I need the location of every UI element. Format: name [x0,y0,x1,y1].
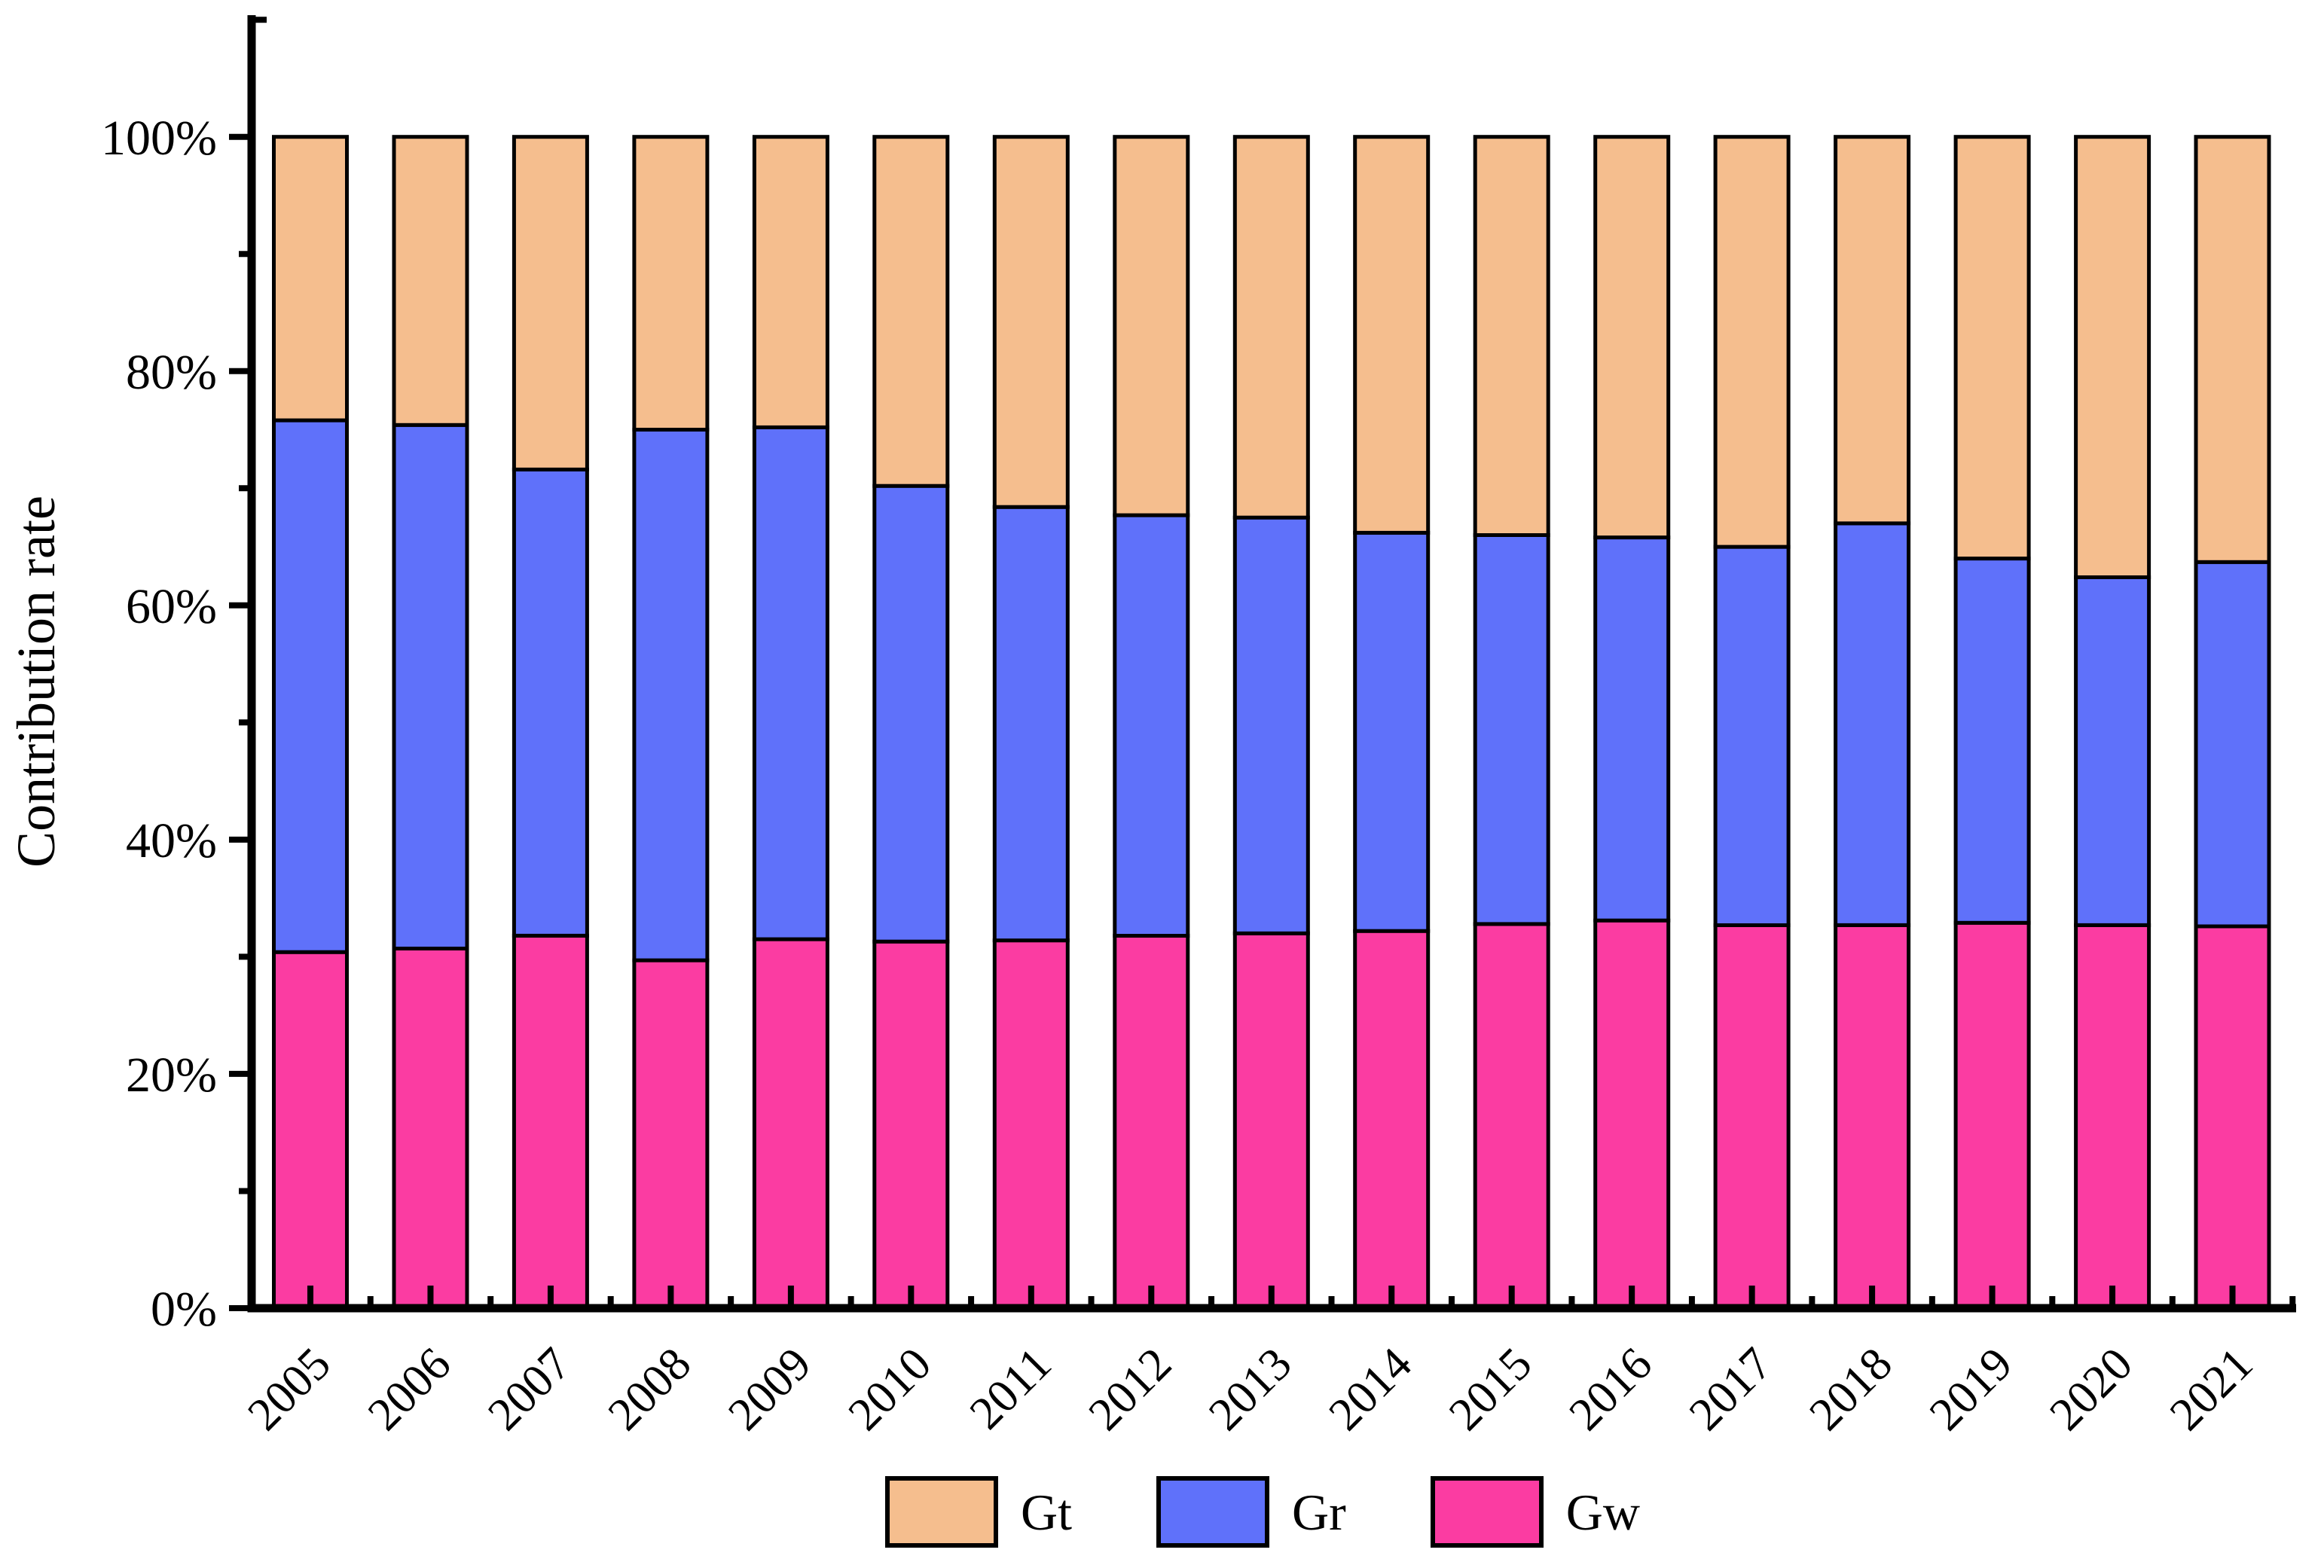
x-axis-tick-label-2020: 2020 [2040,1338,2142,1441]
bar-segment-2007-gw [512,933,589,1310]
bar-segment-2006-gw [392,947,469,1310]
bar-segment-2011-gt [992,135,1070,509]
y-axis-tick-label-100: 100% [101,111,217,166]
bar-segment-2008-gw [632,958,710,1310]
bar-segment-2021-gw [2194,924,2271,1310]
bar-segment-2013-gt [1232,135,1310,520]
bar-segment-2018-gw [1834,923,1911,1310]
x-axis-tick-label-2012: 2012 [1079,1338,1181,1441]
bar-segment-2009-gt [752,135,829,429]
bar-segment-2007-gt [512,135,589,471]
bar-segment-2017-gt [1713,135,1791,549]
y-axis-tick-label-60: 60% [126,579,217,634]
legend-swatch-gw [1430,1476,1544,1548]
x-axis-tick-label-2019: 2019 [1920,1338,2023,1441]
bar-segment-2018-gt [1834,135,1911,526]
y-axis-tick-label-20: 20% [126,1048,217,1103]
bar-segment-2020-gt [2074,135,2151,579]
x-axis-tick-label-2016: 2016 [1559,1338,1662,1441]
legend-label-gt: Gt [1021,1483,1072,1541]
bar-segment-2016-gw [1593,918,1671,1310]
bar-segment-2011-gr [992,505,1070,943]
bar-segment-2011-gw [992,938,1070,1310]
y-axis-tick-label-0: 0% [151,1282,217,1337]
x-axis-tick-label-2007: 2007 [478,1338,581,1441]
bar-segment-2010-gt [872,135,950,488]
x-axis-tick-label-2013: 2013 [1199,1338,1302,1441]
bar-segment-2016-gt [1593,135,1671,540]
bar-segment-2008-gt [632,135,710,432]
bar-segment-2018-gr [1834,521,1911,927]
x-axis-tick-label-2017: 2017 [1680,1338,1782,1441]
bar-segment-2013-gr [1232,515,1310,935]
bar-segment-2015-gw [1473,922,1550,1310]
x-axis-tick-label-2014: 2014 [1319,1338,1422,1441]
x-axis-tick-label-2006: 2006 [359,1338,461,1441]
bar-segment-2017-gw [1713,923,1791,1310]
legend-swatch-gr [1156,1476,1269,1548]
bar-segment-2014-gr [1353,530,1431,933]
bar-segment-2015-gt [1473,135,1550,537]
bar-segment-2019-gt [1953,135,2031,561]
bar-segment-2007-gr [512,467,589,938]
bar-segment-2010-gr [872,484,950,944]
bar-segment-2005-gw [272,950,349,1310]
x-axis-tick-label-2009: 2009 [719,1338,821,1441]
bar-segment-2020-gw [2074,923,2151,1310]
x-axis-tick-label-2008: 2008 [599,1338,701,1441]
bar-segment-2015-gr [1473,533,1550,926]
bar-segment-2006-gr [392,423,469,950]
bar-segment-2021-gt [2194,135,2271,564]
x-axis-tick-label-2018: 2018 [1800,1338,1902,1441]
bar-segment-2014-gt [1353,135,1431,535]
bar-segment-2013-gw [1232,931,1310,1310]
legend-label-gw: Gw [1565,1483,1640,1541]
bar-segment-2012-gw [1113,933,1190,1310]
bar-segment-2010-gw [872,939,950,1310]
bar-segment-2019-gr [1953,557,2031,925]
legend-label-gr: Gr [1292,1483,1346,1541]
legend: Gt Gr Gw [885,1476,1640,1548]
y-axis-tick-label-40: 40% [126,813,217,868]
bar-segment-2012-gr [1113,513,1190,938]
x-axis-tick-label-2010: 2010 [838,1338,941,1441]
x-axis-tick-label-2015: 2015 [1440,1338,1542,1441]
y-axis-tick-label-80: 80% [126,345,217,400]
bar-segment-2019-gw [1953,920,2031,1310]
bar-segment-2012-gt [1113,135,1190,517]
bar-segment-2016-gr [1593,535,1671,923]
bar-segment-2009-gr [752,425,829,941]
legend-item-gr: Gr [1156,1476,1346,1548]
bar-segment-2006-gt [392,135,469,427]
bar-segment-2020-gr [2074,575,2151,927]
legend-swatch-gt [885,1476,998,1548]
x-axis-tick-label-2005: 2005 [238,1338,341,1441]
legend-item-gw: Gw [1430,1476,1640,1548]
y-axis-title: Contribution rate [6,496,66,868]
x-axis-tick-label-2011: 2011 [960,1338,1061,1439]
bar-segment-2008-gr [632,428,710,962]
bar-segment-2005-gt [272,135,349,423]
bar-segment-2009-gw [752,937,829,1310]
bar-segment-2005-gr [272,418,349,954]
bar-segment-2014-gw [1353,929,1431,1310]
bar-segment-2017-gr [1713,545,1791,927]
legend-item-gt: Gt [885,1476,1072,1548]
x-axis-tick-label-2021: 2021 [2161,1338,2263,1441]
bar-segment-2021-gr [2194,560,2271,929]
